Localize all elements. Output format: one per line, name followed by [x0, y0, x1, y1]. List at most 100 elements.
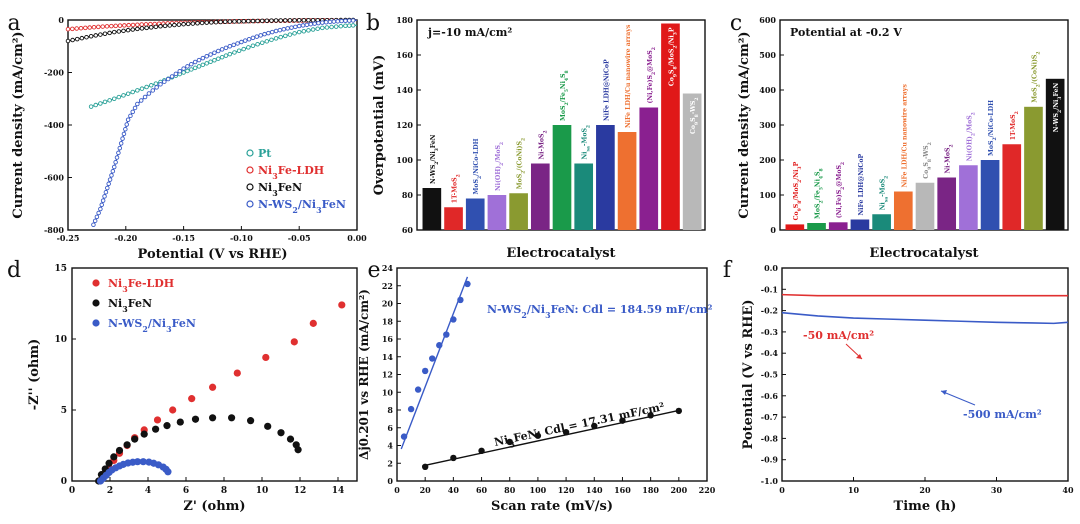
- data-point: [200, 55, 206, 61]
- data-point: [122, 23, 127, 28]
- data-point: [94, 214, 100, 220]
- data-point: [169, 74, 175, 79]
- series-line: [781, 311, 1069, 325]
- data-point: [246, 45, 251, 50]
- bar: [915, 182, 935, 230]
- data-point: [213, 19, 219, 25]
- series-annotation: -50 mA/cm²: [803, 329, 874, 342]
- panel-label-f: f: [723, 258, 733, 283]
- y-tick-label: 8: [387, 405, 393, 415]
- data-point: [327, 19, 333, 25]
- x-tick-label: 120: [558, 485, 575, 495]
- data-point: [335, 19, 340, 24]
- data-point: [153, 24, 159, 30]
- bar-category-label: MoS2/Fe5Ni4S8: [815, 168, 825, 219]
- chart-title: j=-10 mA/cm²: [427, 26, 512, 39]
- y-tick-label: 60: [402, 225, 414, 235]
- data-point: [283, 18, 288, 23]
- y-tick-label: -0.5: [761, 370, 778, 380]
- x-tick-label: 0: [779, 485, 785, 495]
- x-tick-label: 20: [420, 485, 432, 495]
- x-tick-label: 12: [294, 486, 307, 496]
- plot-frame: [396, 267, 708, 482]
- data-point: [153, 81, 159, 86]
- data-point: [347, 23, 352, 28]
- data-point: [150, 88, 156, 93]
- data-point: [347, 18, 352, 23]
- bar: [872, 214, 891, 230]
- data-point: [130, 22, 136, 28]
- legend-marker: [246, 166, 254, 174]
- y-tick-label: -0.1: [761, 284, 778, 294]
- data-point: [464, 280, 471, 288]
- data-point: [195, 21, 200, 26]
- x-tick-label: 140: [586, 485, 603, 495]
- x-tick-label: 100: [530, 485, 547, 495]
- x-axis-title: Potential (V vs RHE): [138, 247, 288, 262]
- bar-category-label: MoS2/Fe5Ni4S8: [560, 70, 570, 121]
- data-point: [135, 101, 140, 107]
- data-point: [250, 18, 256, 24]
- panel-label-b: b: [366, 11, 380, 36]
- data-point: [138, 98, 144, 103]
- x-tick-label: 14: [332, 486, 345, 496]
- bar-category-label: Nisa-MoS2: [582, 125, 592, 160]
- data-point: [88, 104, 94, 109]
- fit-line: [422, 409, 679, 467]
- data-point: [457, 296, 464, 304]
- data-point: [181, 66, 186, 71]
- y-tick-label: 400: [759, 85, 776, 95]
- data-point: [429, 355, 436, 362]
- data-point: [506, 438, 513, 446]
- data-point: [304, 22, 310, 28]
- bar: [444, 207, 463, 230]
- data-point: [269, 37, 274, 43]
- data-point: [246, 18, 251, 24]
- data-point: [243, 38, 248, 43]
- chart-title: Potential at -0.2 V: [790, 26, 902, 39]
- data-point: [222, 19, 228, 25]
- data-point: [116, 94, 122, 100]
- data-point: [339, 18, 344, 24]
- data-point: [323, 20, 329, 25]
- bar-category-label: Nisa-MoS2: [880, 176, 890, 211]
- data-point: [324, 25, 330, 30]
- x-axis-title: Time (h): [894, 499, 957, 514]
- cdl-annotation: N-WS2/Ni3FeN: Cdl = 184.59 mF/cm²: [487, 303, 713, 320]
- data-point: [121, 28, 126, 34]
- data-point: [218, 19, 223, 25]
- legend-label: N-WS2/Ni3FeN: [258, 198, 346, 215]
- data-point: [131, 435, 139, 443]
- data-point: [144, 25, 149, 31]
- data-point: [98, 32, 103, 37]
- data-point: [125, 91, 131, 96]
- data-point: [250, 35, 256, 41]
- y-tick-label: -0.3: [761, 327, 779, 337]
- bar: [487, 195, 507, 230]
- data-point: [675, 407, 683, 415]
- data-point: [96, 210, 101, 216]
- data-point: [255, 42, 260, 47]
- x-axis-title: Electrocatalyst: [506, 246, 615, 261]
- bar-category-label: MoS2/NiCo-LDH: [988, 100, 998, 156]
- data-point: [74, 36, 80, 42]
- x-axis-title: Scan rate (mV/s): [491, 499, 613, 514]
- series-line: [781, 293, 1068, 297]
- bar-category-label: MoS2/NiCo-LDH: [473, 138, 483, 194]
- data-point: [152, 425, 160, 433]
- data-point: [301, 28, 307, 34]
- data-point: [185, 21, 191, 27]
- data-point: [329, 24, 334, 30]
- data-point: [421, 463, 429, 470]
- data-point: [192, 59, 198, 65]
- data-point: [436, 342, 443, 349]
- bar: [639, 107, 659, 230]
- data-point: [236, 48, 242, 54]
- bar: [807, 223, 826, 230]
- series-3: [91, 18, 358, 227]
- data-point: [414, 386, 422, 393]
- data-point: [306, 18, 311, 23]
- data-point: [158, 82, 163, 87]
- series-line: [90, 24, 358, 108]
- data-point: [139, 458, 147, 466]
